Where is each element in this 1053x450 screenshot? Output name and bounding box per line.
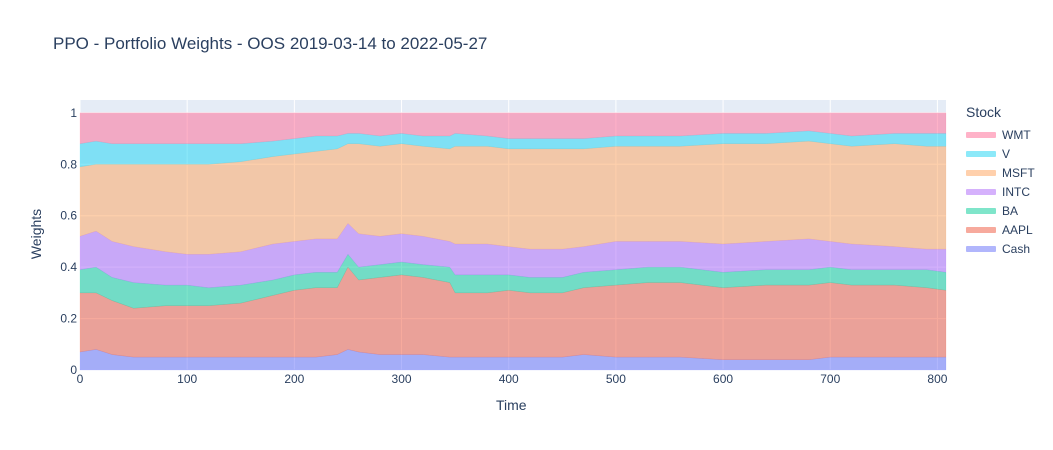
y-axis-title: Weights [28,208,44,260]
x-tick-label: 600 [713,372,733,386]
legend-swatch [966,226,996,233]
y-tick-label: 0.4 [60,260,77,274]
legend-swatch [966,131,996,138]
legend-item-ba[interactable]: BA [966,201,1035,220]
legend-swatch [966,245,996,252]
x-tick-label: 300 [392,372,412,386]
legend-label: INTC [1002,184,1030,199]
legend-item-aapl[interactable]: AAPL [966,220,1035,239]
legend-swatch [966,169,996,176]
legend-item-msft[interactable]: MSFT [966,163,1035,182]
x-tick-label: 500 [606,372,626,386]
legend-label: AAPL [1002,222,1033,237]
legend-swatch [966,207,996,214]
legend-title: Stock [966,104,1002,120]
legend-swatch [966,188,996,195]
legend-label: V [1002,146,1011,161]
x-tick-label: 800 [927,372,947,386]
legend-item-cash[interactable]: Cash [966,239,1035,258]
area-ba[interactable] [79,253,947,309]
legend-item-intc[interactable]: INTC [966,182,1035,201]
x-tick-label: 0 [77,372,84,386]
y-tick-label: 0 [70,363,77,377]
legend-label: WMT [1002,127,1031,142]
legend-item-v[interactable]: V [966,144,1035,163]
legend: Stock WMT V MSFT INTC BA AAPL Cash [966,104,1035,258]
y-tick-label: 0.2 [60,312,77,326]
y-tick-label: 0.6 [60,209,77,223]
area-series[interactable] [79,112,947,371]
x-tick-label: 200 [284,372,304,386]
x-tick-label: 100 [177,372,197,386]
legend-label: MSFT [1002,165,1035,180]
area-wmt[interactable] [79,112,947,145]
x-tick-label: 700 [820,372,840,386]
chart-title: PPO - Portfolio Weights - OOS 2019-03-14… [53,34,488,53]
legend-label: BA [1002,203,1019,218]
legend-swatch [966,150,996,157]
area-intc[interactable] [79,223,947,288]
area-cash[interactable] [79,349,947,371]
y-tick-label: 1 [70,106,77,120]
legend-items: WMT V MSFT INTC BA AAPL Cash [966,125,1035,258]
x-axis-title: Time [496,397,527,413]
x-tick-labels: 0 100 200 300 400 500 600 700 800 [77,372,948,386]
y-tick-labels: 0 0.2 0.4 0.6 0.8 1 [60,106,77,377]
area-v[interactable] [79,130,947,168]
x-tick-label: 400 [499,372,519,386]
legend-label: Cash [1002,241,1031,256]
y-tick-label: 0.8 [60,157,77,171]
legend-item-wmt[interactable]: WMT [966,125,1035,144]
